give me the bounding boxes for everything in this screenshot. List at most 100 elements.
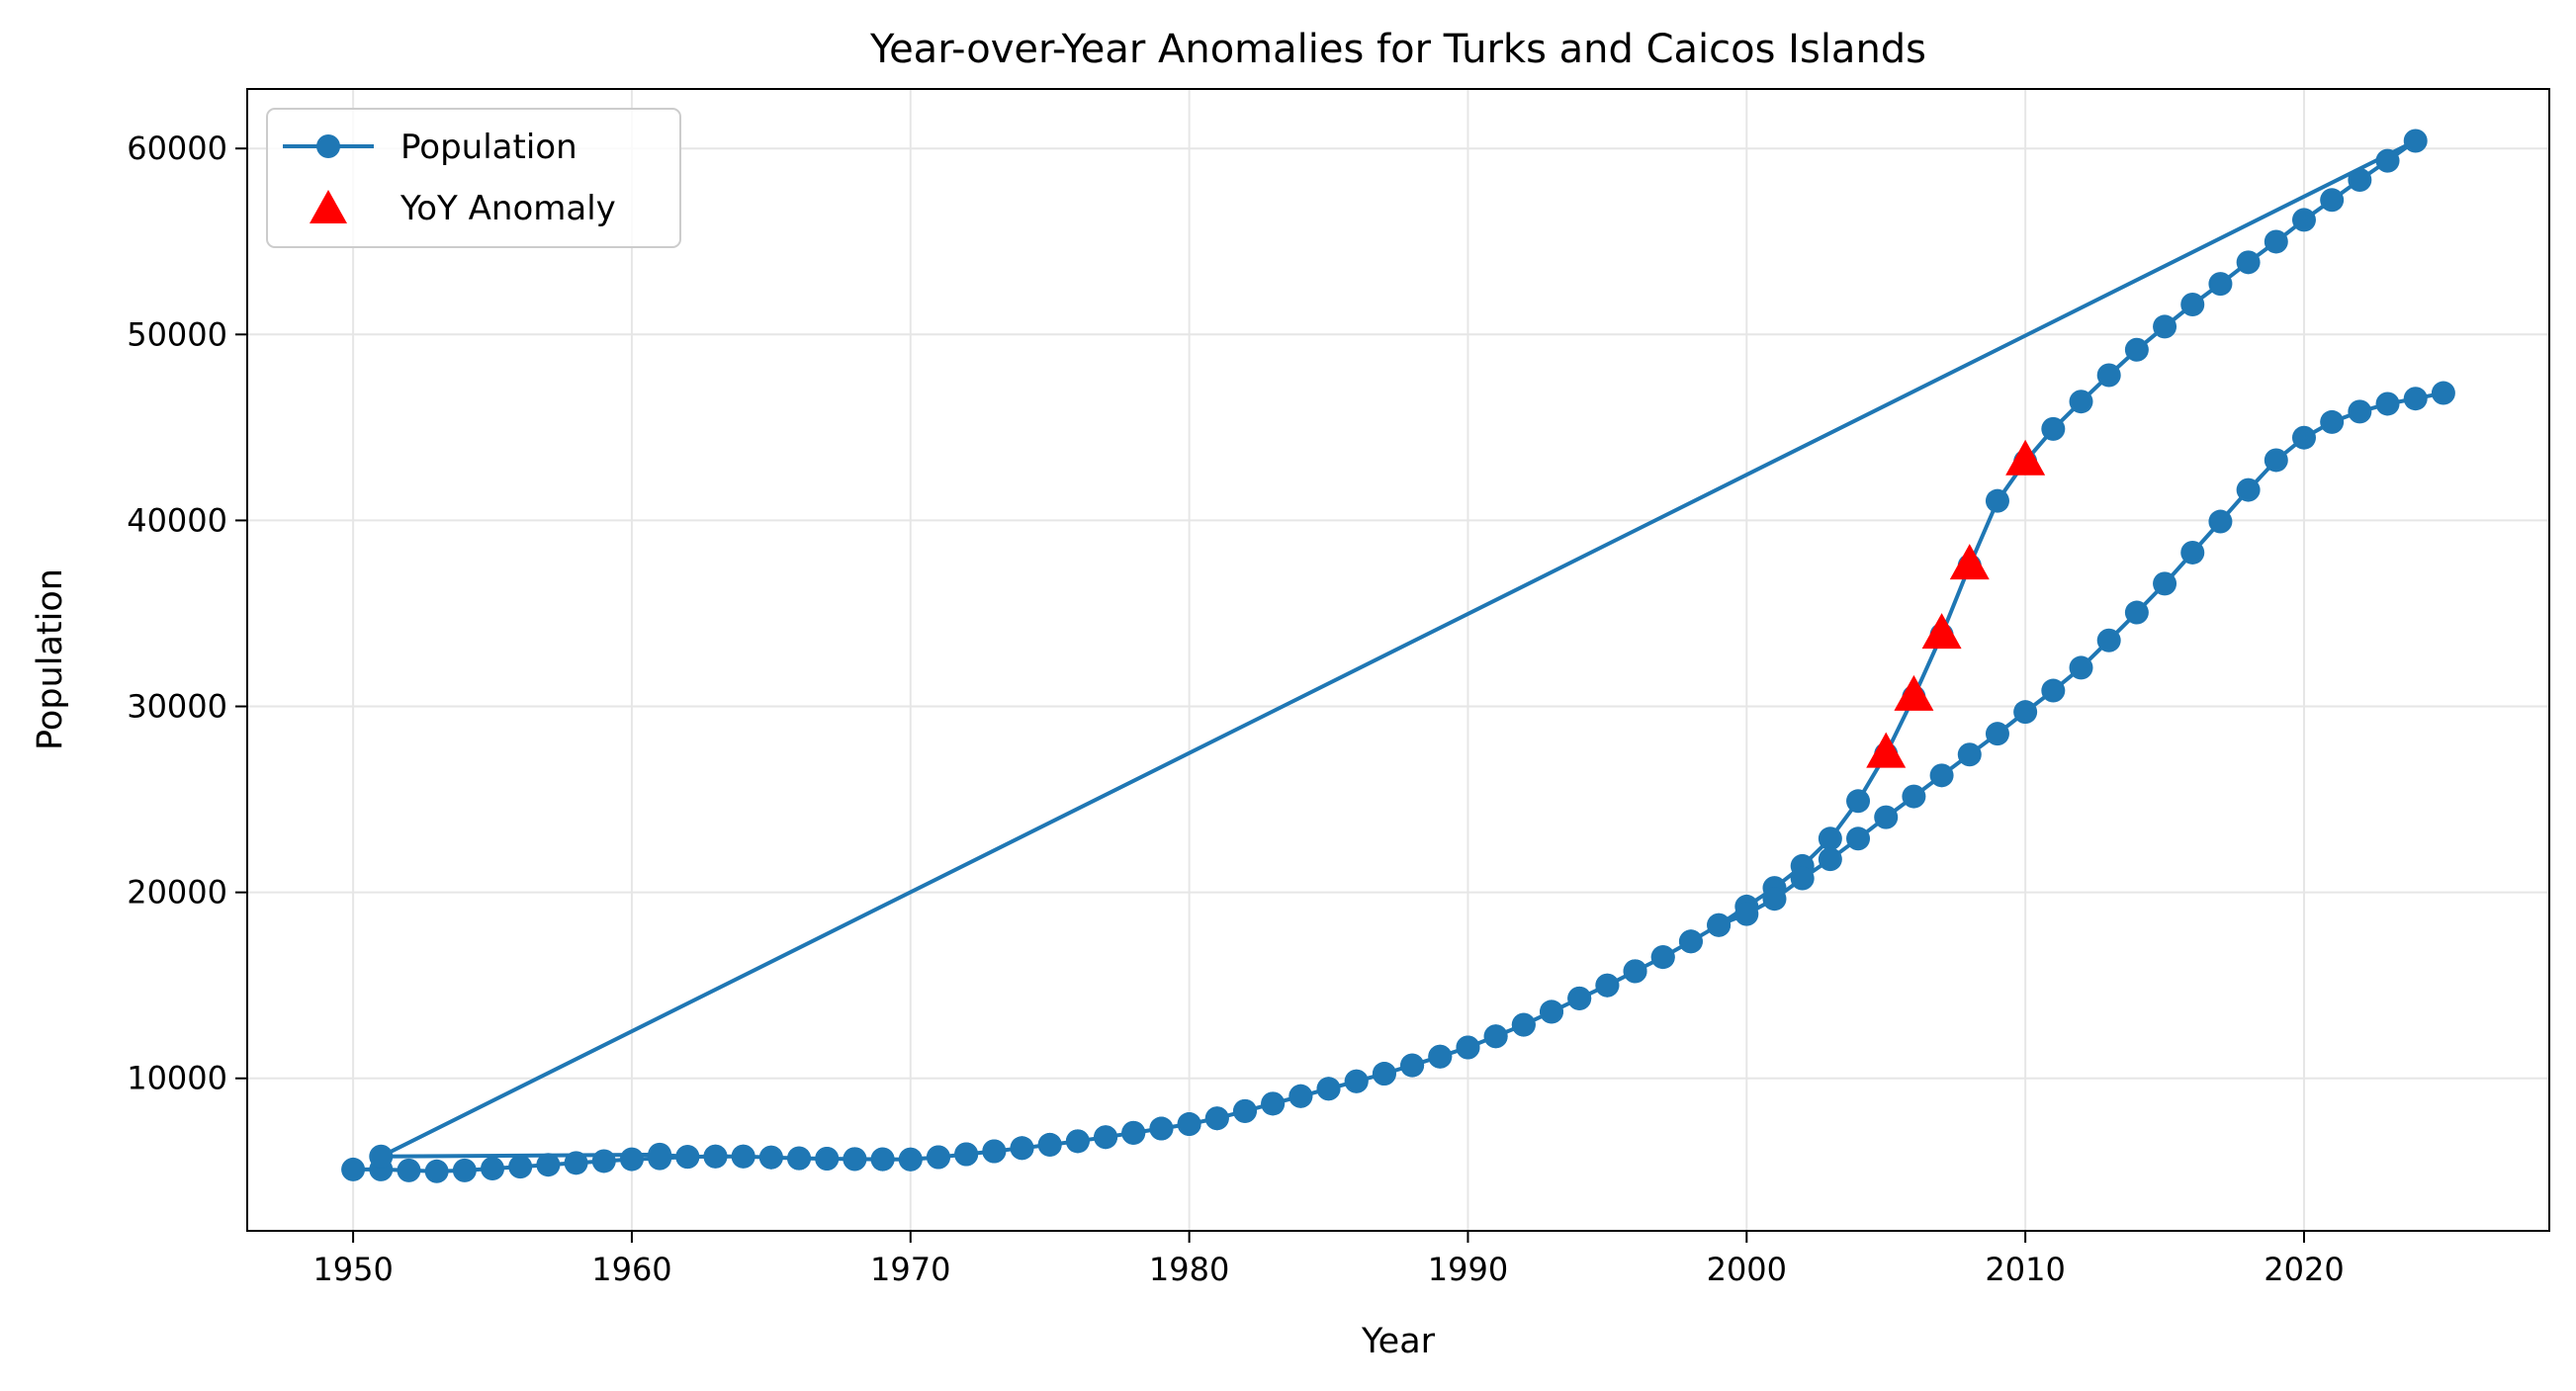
- anomaly-point: [1949, 544, 1990, 580]
- population-point: [1456, 1035, 1480, 1060]
- population-point: [1734, 902, 1759, 926]
- population-point: [2096, 363, 2121, 388]
- x-tick-label: 2000: [1707, 1251, 1787, 1288]
- plot-frame: [246, 88, 2550, 1232]
- y-tick-label: 20000: [127, 874, 227, 912]
- population-point: [1790, 866, 1815, 891]
- legend-box: [266, 108, 681, 248]
- x-tick-label: 1950: [312, 1251, 393, 1288]
- population-point: [703, 1144, 728, 1169]
- population-point: [2348, 167, 2372, 192]
- population-point: [1985, 722, 2009, 746]
- population-point: [508, 1155, 533, 1179]
- y-tick-label: 10000: [127, 1060, 227, 1097]
- population-point: [1483, 1024, 1508, 1049]
- anomaly-markers: [1866, 439, 2046, 768]
- x-tick-label: 1990: [1428, 1251, 1508, 1288]
- x-tick-label: 2020: [2264, 1251, 2344, 1288]
- population-point: [2041, 416, 2066, 441]
- population-point: [1846, 789, 1871, 814]
- population-point: [1400, 1053, 1425, 1078]
- population-point: [1678, 929, 1703, 954]
- population-point: [2013, 700, 2038, 725]
- population-point: [2236, 478, 2261, 502]
- population-point: [758, 1145, 783, 1170]
- population-point: [564, 1151, 588, 1175]
- population-point: [1428, 1044, 1453, 1069]
- population-point: [1818, 826, 1842, 851]
- population-point: [2291, 425, 2316, 450]
- population-point: [2153, 314, 2177, 339]
- population-point: [1288, 1084, 1313, 1108]
- population-point: [2180, 293, 2205, 317]
- chart-title: Year-over-Year Anomalies for Turks and C…: [869, 27, 1926, 72]
- population-point: [648, 1142, 672, 1167]
- population-point: [369, 1144, 394, 1169]
- population-point: [870, 1147, 895, 1172]
- population-point: [1595, 973, 1620, 998]
- population-point: [2291, 208, 2316, 232]
- anomaly-point: [1866, 732, 1907, 768]
- population-point: [2180, 540, 2205, 565]
- population-point: [1261, 1091, 1286, 1116]
- population-point: [2431, 381, 2455, 405]
- population-point: [2348, 399, 2372, 424]
- population-point: [1567, 986, 1592, 1010]
- population-point: [1094, 1125, 1118, 1150]
- population-point: [1204, 1106, 1229, 1131]
- legend-population-marker: [316, 134, 340, 158]
- population-point: [2124, 600, 2149, 625]
- population-point: [2069, 655, 2093, 680]
- population-point: [2375, 391, 2400, 416]
- population-point: [1010, 1136, 1034, 1161]
- population-point: [843, 1147, 867, 1172]
- x-tick-label: 1960: [591, 1251, 671, 1288]
- y-tick-label: 40000: [127, 501, 227, 539]
- population-point: [2264, 448, 2288, 473]
- population-point: [397, 1158, 421, 1182]
- population-point: [982, 1139, 1007, 1164]
- population-point: [1874, 805, 1899, 829]
- population-point: [2096, 628, 2121, 652]
- population-point: [1372, 1062, 1396, 1087]
- population-point: [2124, 337, 2149, 362]
- population-point: [1037, 1132, 1062, 1157]
- population-point: [1511, 1012, 1536, 1037]
- population-point: [619, 1147, 644, 1172]
- population-point: [1316, 1077, 1341, 1101]
- y-tick-label: 50000: [127, 315, 227, 353]
- population-point: [2320, 409, 2345, 434]
- population-point: [2069, 390, 2093, 414]
- population-point: [452, 1158, 477, 1182]
- population-point: [1540, 1000, 1564, 1024]
- x-tick-label: 1980: [1149, 1251, 1229, 1288]
- y-tick-label: 60000: [127, 130, 227, 167]
- population-point: [898, 1147, 923, 1172]
- population-point: [2375, 148, 2400, 173]
- population-point: [1846, 826, 1871, 851]
- population-point: [2403, 387, 2428, 411]
- population-point: [731, 1144, 755, 1169]
- x-axis-ticks: 1950 1960 1970 1980 1990 2000 2010 2020: [312, 1231, 2345, 1288]
- population-point: [2208, 272, 2233, 297]
- grid: [247, 89, 2549, 1231]
- legend: Population YoY Anomaly: [266, 108, 681, 248]
- population-point: [954, 1142, 979, 1167]
- x-tick-label: 1970: [870, 1251, 950, 1288]
- population-point: [424, 1159, 449, 1183]
- population-point: [481, 1156, 505, 1180]
- anomaly-point: [2005, 439, 2046, 476]
- population-point: [536, 1153, 561, 1177]
- population-point: [675, 1145, 700, 1170]
- population-point: [1065, 1129, 1090, 1154]
- legend-population-label: Population: [400, 128, 577, 167]
- population-point: [2208, 509, 2233, 534]
- anomaly-point: [1921, 613, 1962, 650]
- y-tick-label: 30000: [127, 688, 227, 726]
- population-point: [1623, 959, 1647, 984]
- population-point: [1149, 1116, 1174, 1141]
- population-point: [926, 1145, 950, 1170]
- population-point: [2153, 571, 2177, 596]
- y-axis-label: Population: [31, 568, 70, 750]
